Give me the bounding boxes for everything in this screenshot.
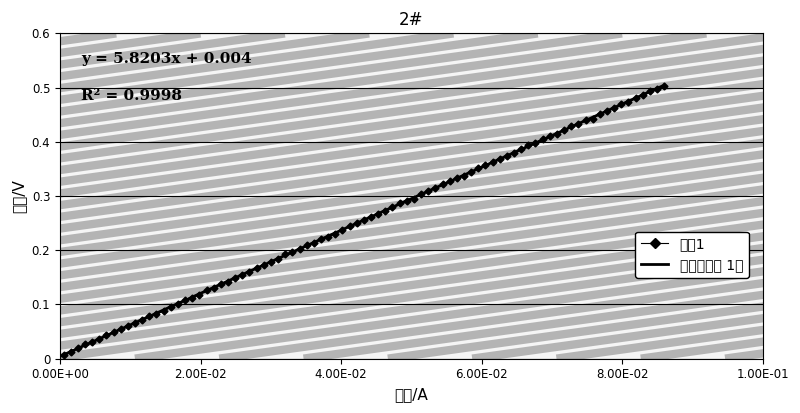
- 系列1: [245, 270, 254, 275]
- 系列1: [266, 259, 276, 264]
- 系列1: [58, 352, 68, 357]
- 系列1: [624, 100, 634, 105]
- Title: 2#: 2#: [399, 11, 423, 29]
- Legend: 系列1, 线性（系列 1）: 系列1, 线性（系列 1）: [635, 232, 749, 278]
- 系列1: [159, 309, 169, 313]
- 系列1: [659, 83, 669, 88]
- 系列1: [359, 218, 369, 223]
- Text: y = 5.8203x + 0.004: y = 5.8203x + 0.004: [81, 52, 252, 66]
- Line: 系列1: 系列1: [61, 83, 666, 357]
- 系列1: [238, 272, 247, 277]
- Text: R² = 0.9998: R² = 0.9998: [81, 88, 182, 102]
- Y-axis label: 电压/V: 电压/V: [11, 179, 26, 213]
- X-axis label: 电流/A: 电流/A: [394, 387, 428, 402]
